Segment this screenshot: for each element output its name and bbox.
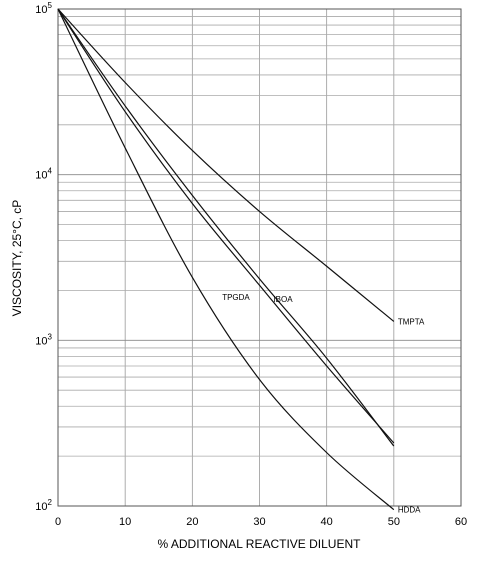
series-line-iboa — [57, 8, 395, 447]
y-tick-labels: 102 103 104 105 — [35, 1, 52, 513]
series-label-tpgda: TPGDA — [222, 293, 250, 302]
series-label-hdda: HDDA — [398, 506, 421, 515]
x-tick-label: 50 — [388, 516, 400, 528]
grid — [58, 9, 461, 506]
y-tick-label: 104 — [35, 167, 52, 182]
x-tick-label: 30 — [253, 516, 265, 528]
x-tick-label: 60 — [455, 516, 467, 528]
x-tick-label: 10 — [119, 516, 131, 528]
y-axis-label: VISCOSITY, 25°C, cP — [10, 200, 24, 317]
x-tick-label: 0 — [55, 516, 61, 528]
series-line-tpgda — [57, 8, 395, 444]
series-label-iboa: IBOA — [273, 295, 293, 304]
x-axis-label: % ADDITIONAL REACTIVE DILUENT — [158, 537, 362, 551]
x-tick-label: 40 — [321, 516, 333, 528]
x-tick-labels: 0 10 20 30 40 50 60 — [55, 516, 467, 528]
series-line-tmpta — [57, 8, 395, 322]
plot-frame — [57, 8, 462, 507]
y-tick-label: 105 — [35, 1, 52, 16]
series-line-hdda — [57, 8, 395, 511]
y-tick-label: 103 — [35, 332, 52, 347]
series-lines: TMPTA IBOA TPGDA HDDA — [57, 8, 425, 515]
x-tick-label: 20 — [186, 516, 198, 528]
y-tick-label: 102 — [35, 498, 52, 513]
series-label-tmpta: TMPTA — [398, 317, 425, 326]
